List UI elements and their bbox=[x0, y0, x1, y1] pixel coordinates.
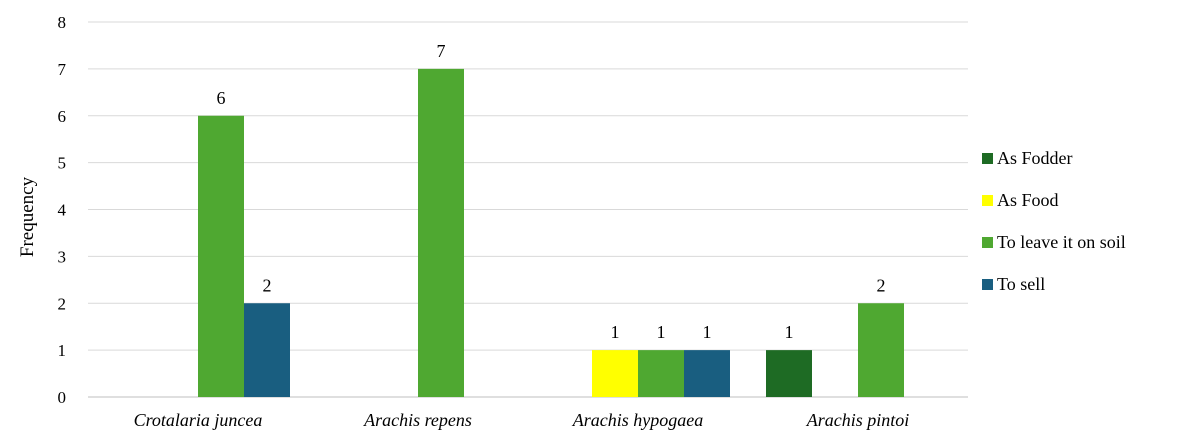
y-tick-label: 5 bbox=[58, 154, 67, 173]
bar bbox=[766, 350, 812, 397]
data-label: 2 bbox=[263, 275, 272, 295]
y-tick-label: 7 bbox=[58, 60, 67, 79]
y-tick-label: 1 bbox=[58, 341, 67, 360]
y-tick-label: 0 bbox=[58, 388, 67, 407]
legend-swatch bbox=[982, 195, 993, 206]
bar bbox=[638, 350, 684, 397]
legend-label: To sell bbox=[997, 274, 1045, 294]
y-tick-label: 3 bbox=[58, 247, 67, 266]
data-label: 1 bbox=[611, 322, 620, 342]
bar bbox=[198, 115, 244, 397]
bar bbox=[684, 350, 730, 397]
x-category-label: Crotalaria juncea bbox=[134, 410, 263, 430]
x-category-label: Arachis pintoi bbox=[806, 410, 910, 430]
legend-label: As Fodder bbox=[997, 148, 1073, 168]
bars bbox=[198, 68, 904, 397]
x-axis-categories: Crotalaria juncea Arachis repens Arachis h… bbox=[134, 410, 910, 430]
data-label: 2 bbox=[877, 275, 886, 295]
y-tick-label: 4 bbox=[58, 201, 67, 220]
x-category-label: Arachis repens bbox=[363, 410, 472, 430]
data-label: 1 bbox=[785, 322, 794, 342]
data-labels: 6 2 7 1 1 1 1 2 bbox=[217, 41, 886, 342]
legend: As Fodder As Food To leave it on soil To se… bbox=[982, 148, 1126, 294]
legend-label: To leave it on soil bbox=[997, 232, 1126, 252]
bar bbox=[592, 350, 638, 397]
data-label: 6 bbox=[217, 88, 226, 108]
y-tick-label: 6 bbox=[58, 107, 67, 126]
y-tick-label: 2 bbox=[58, 294, 67, 313]
bar bbox=[858, 303, 904, 397]
x-category-label: Arachis hypogaea bbox=[572, 410, 703, 430]
legend-swatch bbox=[982, 153, 993, 164]
bar bbox=[418, 68, 464, 397]
bar bbox=[244, 303, 290, 397]
data-label: 7 bbox=[437, 41, 446, 61]
legend-label: As Food bbox=[997, 190, 1059, 210]
data-label: 1 bbox=[703, 322, 712, 342]
legend-swatch bbox=[982, 279, 993, 290]
y-axis-ticks: 0 1 2 3 4 5 6 7 8 bbox=[58, 13, 67, 407]
y-tick-label: 8 bbox=[58, 13, 67, 32]
legend-swatch bbox=[982, 237, 993, 248]
y-axis-title: Frequency bbox=[17, 176, 38, 257]
data-label: 1 bbox=[657, 322, 666, 342]
